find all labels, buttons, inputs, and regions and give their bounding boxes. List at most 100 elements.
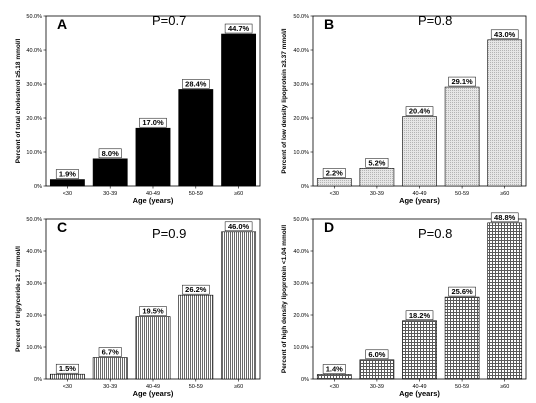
- x-axis-label: Age (years): [399, 389, 440, 398]
- chart-panel-b: B P=0.8 0% 10.0% 20.0% 30.0% 40.0% 50.0% 2.2% <30…: [281, 13, 527, 205]
- x-axis-label: Age (years): [133, 389, 174, 398]
- x-tick-label: ≥60: [500, 191, 509, 197]
- data-label: 44.7%: [228, 24, 250, 33]
- y-tick-label: 50.0%: [293, 14, 309, 20]
- data-label: 20.4%: [409, 107, 431, 116]
- y-tick-label: 20.0%: [26, 116, 42, 122]
- y-tick-label: 40.0%: [293, 249, 309, 255]
- x-tick-label: 40-49: [412, 384, 426, 390]
- bar: [178, 89, 214, 187]
- data-label-box: [55, 363, 79, 374]
- y-tick-label: 10.0%: [26, 150, 42, 156]
- bar: [359, 168, 395, 187]
- data-label-box: [224, 221, 253, 232]
- bar: [444, 86, 480, 187]
- x-tick-label: <30: [63, 384, 72, 390]
- data-label: 18.2%: [409, 311, 431, 320]
- panel-letter: B: [324, 16, 334, 32]
- bar: [92, 158, 128, 187]
- y-tick-label: 50.0%: [26, 14, 42, 20]
- data-label: 1.5%: [59, 364, 76, 373]
- data-label-box: [365, 158, 389, 168]
- bar: [221, 231, 257, 380]
- y-axis-label: Percent of total cholesterol ≥5.18 mmol/…: [15, 39, 22, 164]
- y-tick-label: 50.0%: [26, 217, 42, 223]
- x-tick-label: <30: [330, 384, 339, 390]
- y-axis-label: Percent of triglyceride ≥1.7 mmol/l: [15, 246, 22, 352]
- bar: [135, 316, 171, 380]
- chart-panel-d: D P=0.8 0% 10.0% 20.0% 30.0% 40.0% 50.0% 1.4% <30…: [281, 212, 527, 398]
- bar: [402, 320, 437, 380]
- data-label-box: [55, 169, 79, 179]
- data-label: 26.2%: [185, 285, 207, 294]
- y-tick-label: 20.0%: [293, 116, 309, 122]
- panel-letter: C: [57, 219, 67, 235]
- x-tick-label: <30: [330, 191, 339, 197]
- data-label: 25.6%: [451, 287, 473, 296]
- x-tick-label: 50-59: [455, 384, 469, 390]
- y-tick-label: 0%: [301, 377, 309, 383]
- data-label: 48.8%: [494, 213, 516, 222]
- data-label-box: [448, 76, 476, 87]
- data-label-box: [224, 23, 253, 34]
- y-tick-label: 30.0%: [26, 281, 42, 287]
- chart-panel-a: A P=0.7 0% 10.0% 20.0% 30.0% 40.0% 50.0% 1.9% <30…: [15, 13, 261, 205]
- bar: [402, 116, 437, 187]
- x-tick-label: <30: [63, 191, 72, 197]
- data-label-box: [448, 286, 476, 297]
- x-tick-label: 30-39: [103, 191, 117, 197]
- panel-letter: D: [324, 219, 334, 235]
- y-tick-label: 40.0%: [293, 48, 309, 54]
- p-value: P=0.8: [418, 226, 452, 241]
- data-label-box: [98, 148, 122, 159]
- x-tick-label: 50-59: [189, 191, 203, 197]
- x-tick-label: 50-59: [455, 191, 469, 197]
- bar: [178, 294, 214, 380]
- data-label: 43.0%: [494, 30, 516, 39]
- y-tick-label: 30.0%: [293, 281, 309, 287]
- data-label-box: [405, 310, 434, 321]
- data-label-box: [405, 106, 434, 116]
- y-tick-label: 30.0%: [26, 82, 42, 88]
- x-tick-label: ≥60: [500, 384, 509, 390]
- y-tick-label: 30.0%: [293, 82, 309, 88]
- bar: [444, 296, 480, 380]
- data-label-box: [182, 79, 210, 89]
- x-axis-label: Age (years): [133, 196, 174, 205]
- y-tick-label: 20.0%: [293, 313, 309, 319]
- bar: [49, 179, 85, 187]
- y-axis-label: Percent of low density lipoprotein ≥3.37…: [281, 28, 288, 173]
- y-tick-label: 0%: [34, 377, 42, 383]
- x-tick-label: 40-49: [146, 384, 160, 390]
- data-label: 17.0%: [142, 118, 164, 127]
- data-label: 1.9%: [59, 170, 76, 179]
- data-label: 29.1%: [451, 77, 473, 86]
- y-axis-label: Percent of high density lipoprotein <1.0…: [281, 225, 288, 373]
- data-label-box: [182, 284, 210, 295]
- data-label-box: [322, 168, 346, 178]
- bar: [92, 357, 128, 380]
- p-value: P=0.9: [152, 226, 186, 241]
- x-tick-label: ≥60: [234, 384, 243, 390]
- data-label-box: [139, 306, 167, 316]
- bar: [487, 222, 523, 380]
- y-tick-label: 50.0%: [293, 217, 309, 223]
- p-value: P=0.8: [418, 13, 452, 28]
- bar: [487, 39, 523, 187]
- data-label: 5.2%: [368, 158, 385, 167]
- data-label-box: [490, 29, 519, 40]
- bar: [221, 33, 257, 187]
- bar: [359, 359, 395, 380]
- x-tick-label: 30-39: [370, 384, 384, 390]
- data-label: 19.5%: [142, 307, 164, 316]
- bar: [49, 373, 85, 380]
- y-tick-label: 0%: [301, 184, 309, 190]
- data-label: 2.2%: [326, 169, 343, 178]
- y-tick-label: 0%: [34, 184, 42, 190]
- x-tick-label: ≥60: [234, 191, 243, 197]
- data-label: 1.4%: [326, 365, 343, 374]
- x-tick-label: 40-49: [146, 191, 160, 197]
- data-label: 46.0%: [228, 222, 250, 231]
- bar: [316, 178, 352, 187]
